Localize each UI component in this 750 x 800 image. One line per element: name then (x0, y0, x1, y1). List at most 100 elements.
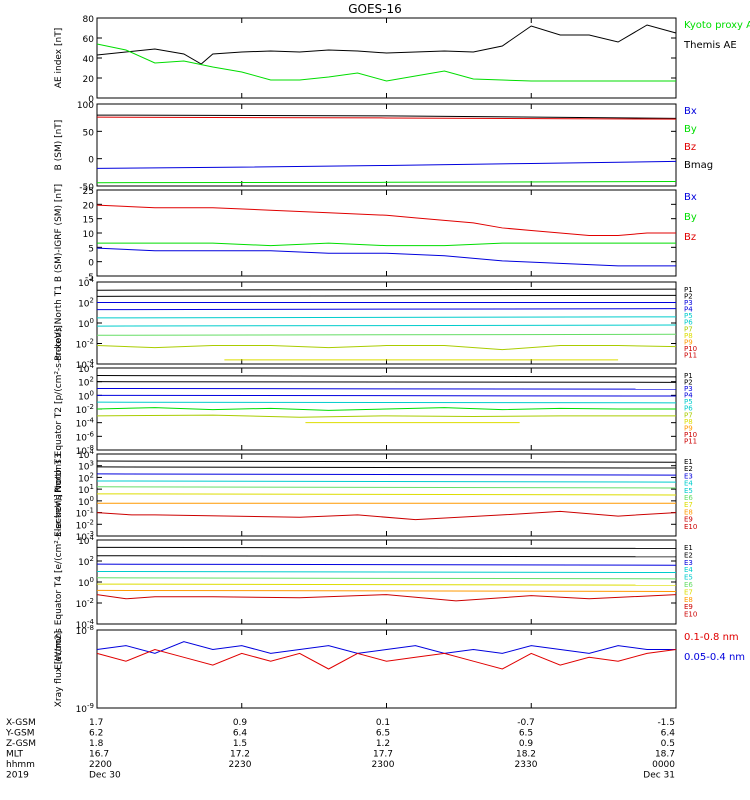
time-axis-value: 1.2 (376, 739, 390, 749)
legend-entry: E6 (684, 581, 693, 589)
y-tick-label: 0 (88, 95, 94, 105)
panel-frame (96, 539, 677, 625)
legend-entry: 0.05-0.4 nm (684, 652, 745, 663)
y-tick-label: 25 (83, 187, 94, 197)
legend-entry: E4 (684, 566, 693, 574)
legend-entry: P11 (684, 437, 697, 445)
series-line (96, 460, 677, 463)
y-axis-label: Protons North T1 (54, 285, 64, 361)
series-line (96, 116, 677, 120)
y-tick-label: 20 (83, 75, 95, 85)
y-tick-label: 102 (78, 297, 94, 310)
y-tick-label: 102 (78, 376, 94, 389)
panel-frame (96, 281, 677, 365)
legend-entry: P1 (684, 372, 693, 380)
y-tick-label: 60 (83, 35, 95, 45)
legend-entry: E1 (684, 544, 693, 552)
y-axis-label: AE index [nT] (54, 28, 64, 88)
time-axis-value: Dec 30 (89, 771, 121, 781)
legend-entry: E2 (684, 465, 693, 473)
y-tick-exponent: -3 (87, 530, 94, 538)
y-tick-label: 102 (78, 555, 94, 568)
y-tick-exponent: 3 (90, 460, 94, 468)
time-axis-value: 2230 (229, 760, 252, 770)
y-tick-label: 5 (88, 244, 94, 254)
legend-entry: E8 (684, 596, 693, 604)
time-axis-table: X-GSM 1.7 0.9 0.1 -0.7 -1.5 Y-GSM 6.2 6.4 6.5 6.5 6… (5, 718, 675, 781)
legend-entry: P7 (684, 325, 693, 333)
legend-entry: P11 (684, 351, 697, 359)
series-line (96, 180, 677, 184)
y-axis-label: Xray flux [W/m2] (54, 631, 64, 708)
series-line (96, 316, 677, 319)
y-tick-exponent: 1 (90, 483, 94, 491)
y-tick-label: 10-2 (76, 338, 94, 351)
series-line (96, 247, 676, 267)
series-line (96, 43, 676, 82)
y-tick-exponent: 0 (90, 389, 94, 397)
y-axis-label: Electrons Equator T4 [e/(cm²-s-sr-keV)] (54, 494, 64, 670)
series-line (96, 493, 677, 496)
time-axis-value: 6.4 (233, 729, 248, 739)
panel-1: 0 20 40 60 80 AE index [nT] Kyoto proxy AE Them… (54, 15, 750, 105)
legend-entry: E5 (684, 487, 693, 495)
legend-entry: E1 (684, 458, 693, 466)
y-axis-label: Electrons North T3 (54, 453, 64, 537)
time-axis-value: 0.5 (661, 739, 675, 749)
legend-entry: 0.1-0.8 nm (684, 632, 739, 643)
legend-entry: E3 (684, 472, 693, 480)
series-line (96, 648, 677, 670)
y-tick-exponent: -4 (87, 358, 95, 366)
legend-entry: P10 (684, 345, 697, 353)
time-axis-value: Dec 31 (643, 771, 675, 781)
legend-entry: Bz (684, 142, 696, 153)
legend-entry: By (684, 124, 697, 135)
series-line (97, 242, 676, 247)
y-tick-exponent: 4 (90, 448, 95, 456)
y-tick-label: 40 (83, 55, 95, 65)
series-line (96, 345, 677, 351)
y-tick-label: -50 (79, 183, 94, 193)
series-line (96, 308, 677, 311)
time-axis-row-label: 2019 (6, 771, 29, 781)
y-tick-label: 100 (78, 317, 94, 330)
series-line (96, 546, 677, 549)
y-tick-exponent: -4 (87, 618, 95, 626)
y-tick-exponent: -8 (87, 624, 94, 632)
series-line (96, 473, 677, 476)
series-line (96, 466, 677, 469)
time-axis-value: -0.7 (517, 718, 535, 728)
y-tick-exponent: -8 (87, 444, 94, 452)
time-axis-value: 6.5 (376, 729, 390, 739)
y-tick-label: 100 (78, 389, 94, 402)
y-tick-label: 80 (83, 15, 95, 25)
y-tick-label: 20 (83, 201, 95, 211)
y-axis-label: B (SM) [nT] (54, 120, 64, 171)
time-axis-value: 6.4 (661, 729, 676, 739)
y-axis-label: B (SM)-IGRF (SM) [nT] (54, 184, 64, 282)
y-tick-exponent: -2 (87, 338, 94, 346)
legend-entry: P9 (684, 338, 693, 346)
y-tick-exponent: 2 (90, 376, 94, 384)
time-axis-value: 6.2 (89, 729, 103, 739)
legend-entry: E4 (684, 480, 693, 488)
legend-entry: P9 (684, 424, 693, 432)
legend-entry: Bx (684, 192, 697, 203)
series-line (96, 589, 677, 592)
legend-entry: P7 (684, 411, 693, 419)
time-axis-value: 2300 (372, 760, 395, 770)
legend-entry: E7 (684, 588, 693, 596)
series-line (96, 394, 677, 397)
legend-entry: P4 (684, 392, 693, 400)
series-line (96, 486, 677, 489)
y-tick-label: 10-6 (76, 430, 95, 443)
time-axis-value: 1.8 (89, 739, 104, 749)
time-axis-row-label: MLT (6, 750, 24, 760)
y-tick-label: 10-4 (76, 417, 95, 430)
legend-entry: P6 (684, 405, 693, 413)
